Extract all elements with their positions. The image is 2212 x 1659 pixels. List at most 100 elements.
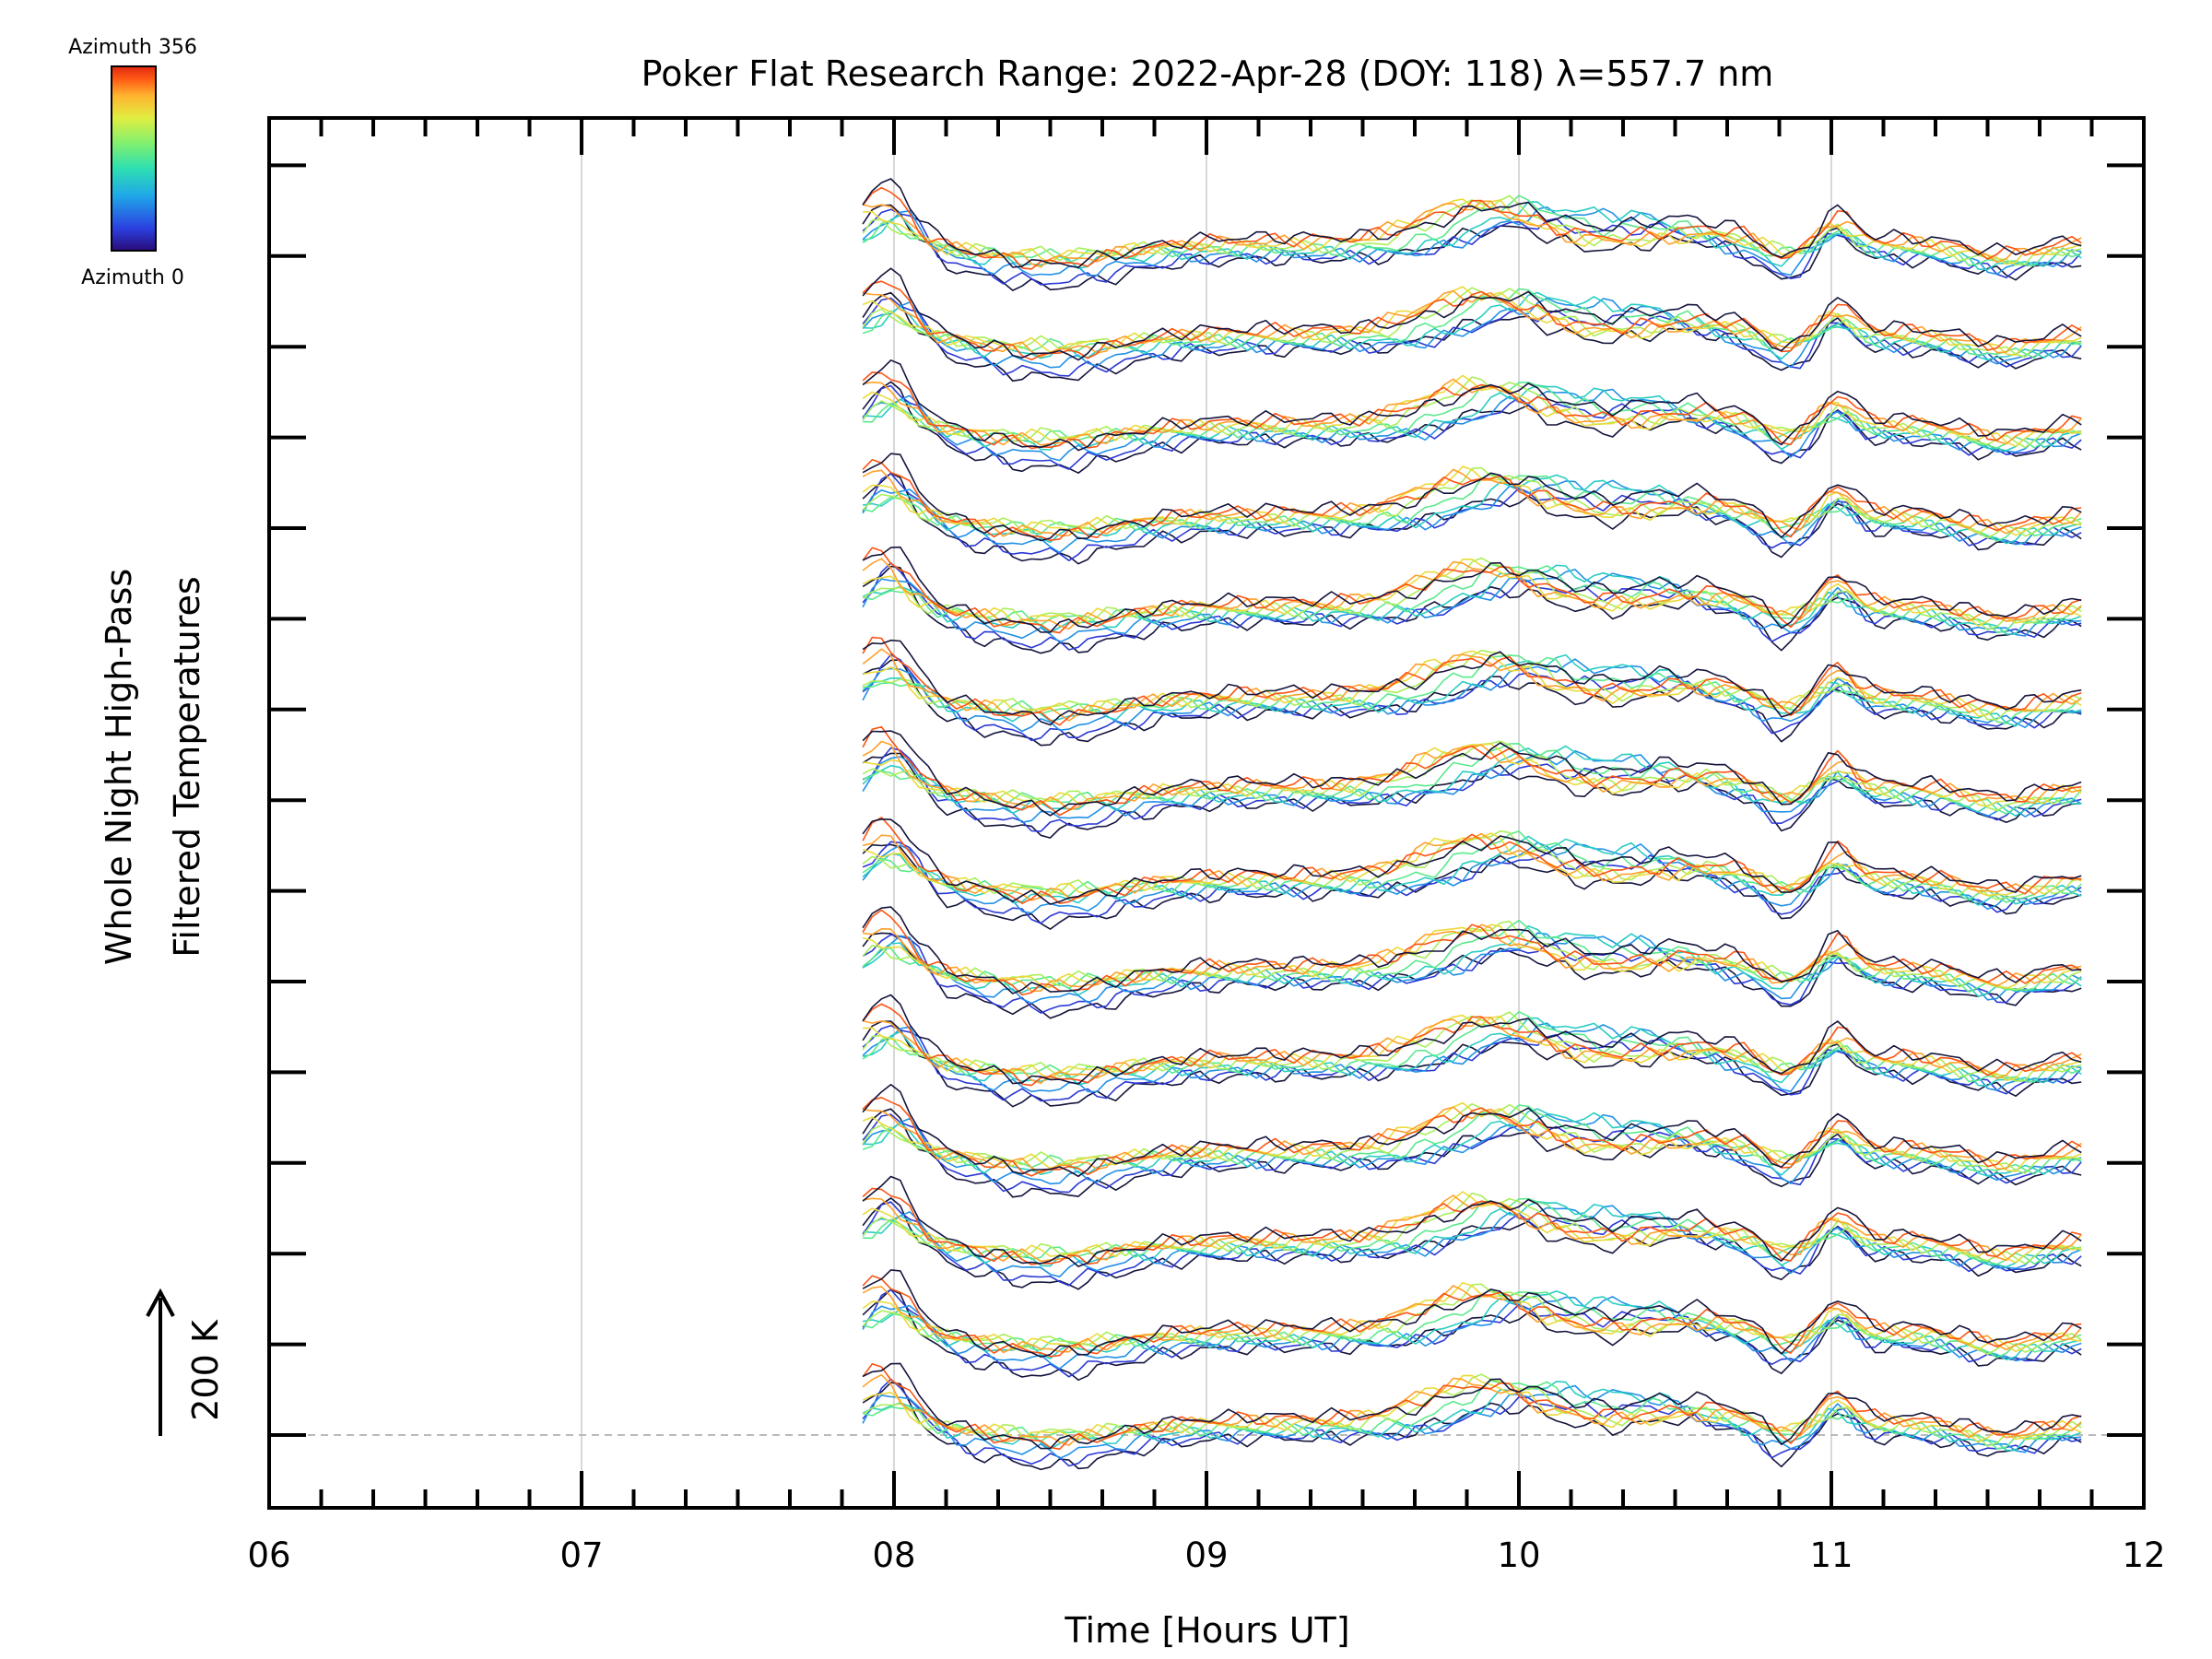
azimuth-trace [862,1288,2082,1382]
azimuth-trace [862,636,2082,726]
azimuth-trace [862,1113,2082,1185]
colorbar-top-label: Azimuth 356 [68,36,197,59]
azimuth-trace [862,1102,2082,1174]
x-axis-label: Time [Hours UT] [1064,1610,1349,1651]
azimuth-trace [862,206,2082,276]
azimuth-trace [862,1197,2082,1290]
azimuth-trace [862,569,2082,643]
x-tick-label: 10 [1497,1535,1540,1575]
azimuth-trace [862,381,2082,475]
azimuth-trace [862,280,2082,361]
azimuth-trace [862,730,2082,817]
azimuth-trace [862,924,2082,993]
azimuth-trace [862,1205,2082,1277]
x-tick-label: 12 [2122,1535,2165,1575]
azimuth-trace [862,659,2082,747]
azimuth-trace [862,1374,2082,1443]
azimuth-trace [863,382,2082,449]
azimuth-trace [862,749,2082,824]
azimuth-trace [862,1017,2082,1087]
azimuth-trace [862,1011,2082,1083]
azimuth-trace [862,1378,2082,1467]
x-tick-label: 06 [247,1535,290,1575]
azimuth-trace [862,194,2082,267]
azimuth-trace [862,1283,2082,1356]
azimuth-trace [862,374,2082,448]
azimuth-trace [862,287,2082,359]
azimuth-trace [862,817,2082,905]
y-axis-label-line1: Whole Night High-Pass [99,569,139,965]
azimuth-trace [862,832,2082,901]
azimuth-trace [862,932,2082,1005]
colorbar-bottom-label: Azimuth 0 [81,266,184,289]
x-tick-label: 08 [872,1535,915,1575]
azimuth-trace [862,558,2082,630]
azimuth-trace [862,745,2082,818]
azimuth-trace [862,742,2082,815]
azimuth-trace [862,1108,2082,1198]
scale-arrow-head [146,1288,175,1317]
azimuth-trace [862,267,2082,361]
azimuth-trace [862,830,2082,900]
azimuth-trace [862,919,2082,994]
azimuth-trace [862,743,2082,807]
azimuth-trace [862,561,2082,651]
azimuth-trace [862,1175,2082,1267]
azimuth-trace [862,546,2082,633]
azimuth-trace [862,1097,2082,1177]
azimuth-trace [862,1084,2082,1178]
azimuth-trace [862,458,2082,542]
azimuth-trace [863,384,2082,452]
azimuth-trace [862,841,2082,914]
azimuth-trace [862,1106,2082,1174]
azimuth-trace [862,994,2082,1085]
azimuth-trace [863,1197,2082,1265]
azimuth-trace [862,1288,2082,1378]
azimuth-trace [862,906,2082,994]
azimuth-trace [863,1200,2082,1268]
azimuth-trace [862,1384,2082,1460]
azimuth-trace [862,388,2082,462]
colorbar [111,65,157,252]
temperature-traces [862,178,2082,1471]
azimuth-trace [862,818,2082,905]
azimuth-trace [862,920,2082,991]
azimuth-trace [863,654,2082,724]
azimuth-trace [862,186,2082,270]
azimuth-trace [862,1275,2082,1358]
azimuth-trace [862,1363,2082,1451]
azimuth-trace [862,747,2082,832]
azimuth-trace [862,291,2082,382]
x-tick-label: 09 [1184,1535,1228,1575]
y-axis-label-line2: Filtered Temperatures [167,576,207,957]
azimuth-trace [862,648,2082,722]
azimuth-trace [862,558,2082,628]
azimuth-trace [862,453,2082,542]
x-tick-label: 11 [1809,1535,1853,1575]
azimuth-trace [862,376,2082,449]
azimuth-trace [862,934,2082,1014]
azimuth-trace [862,1362,2082,1450]
x-tick-labels: 06 07 08 09 10 11 12 [247,1535,2165,1575]
chart-title: Poker Flat Research Range: 2022-Apr-28 (… [641,53,1774,94]
azimuth-trace [862,359,2082,452]
azimuth-trace [862,465,2082,536]
axis-ticks [267,118,2146,1508]
azimuth-trace [862,1281,2082,1353]
azimuth-trace [862,1191,2082,1264]
azimuth-trace [862,200,2082,268]
azimuth-trace [862,1022,2082,1093]
azimuth-trace [862,178,2082,269]
azimuth-trace [862,1269,2082,1358]
azimuth-trace [862,1192,2082,1265]
azimuth-trace [862,466,2082,539]
azimuth-trace [862,297,2082,369]
azimuth-trace [862,650,2082,718]
azimuth-trace [862,653,2082,742]
azimuth-trace [862,1113,2082,1194]
azimuth-trace [862,472,2082,565]
azimuth-trace [862,639,2082,726]
azimuth-trace [862,547,2082,634]
azimuth-trace [862,289,2082,359]
